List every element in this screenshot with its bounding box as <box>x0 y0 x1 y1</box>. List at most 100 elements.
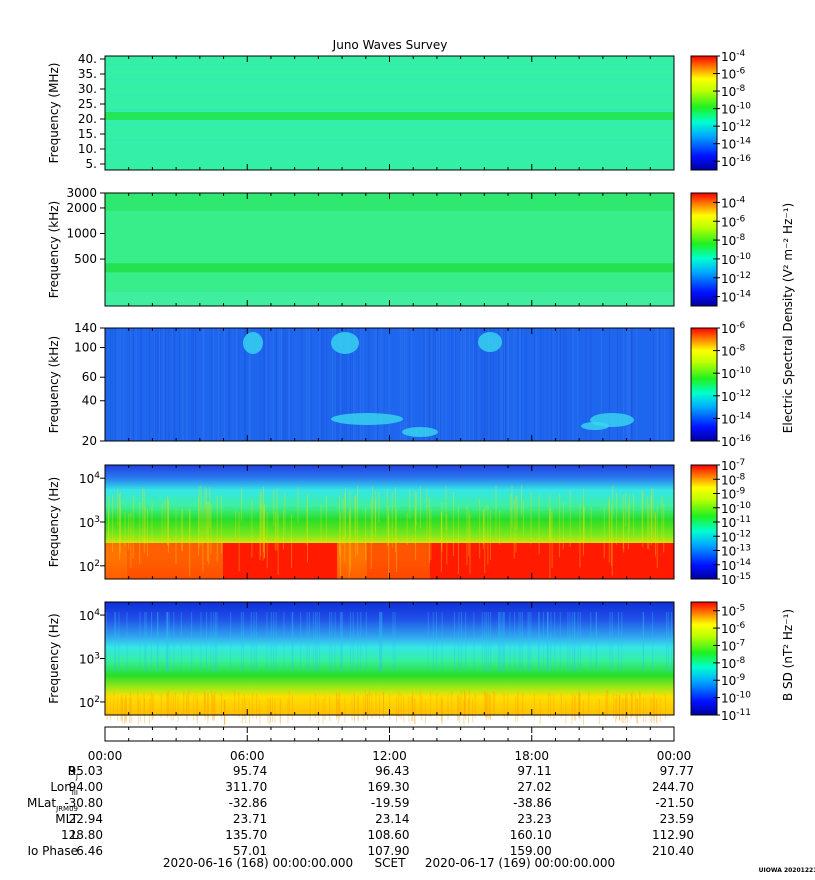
emission-streak <box>344 487 346 539</box>
emission-streak <box>116 696 118 722</box>
emission-streak <box>503 693 505 719</box>
ephemeris-value: 135.70 <box>225 828 267 842</box>
noise-streak <box>312 612 314 672</box>
emission-streak <box>441 699 443 725</box>
noise-streak <box>182 328 184 441</box>
emission-streak <box>642 491 644 548</box>
time-label: 18:00 <box>514 749 549 763</box>
emission-streak <box>430 508 432 561</box>
noise-streak <box>560 328 562 441</box>
noise-streak <box>379 612 381 672</box>
noise-streak <box>332 328 334 441</box>
y-tick-label: 20. <box>78 112 97 126</box>
noise-streak <box>306 328 308 441</box>
noise-streak <box>550 612 552 672</box>
hot-band <box>127 543 223 579</box>
noise-streak <box>642 612 644 672</box>
noise-streak <box>629 328 631 441</box>
noise-streak <box>270 612 272 672</box>
emission-streak <box>618 695 620 721</box>
noise-streak <box>110 328 112 441</box>
emission-streak <box>625 694 627 720</box>
emission-streak <box>306 506 308 546</box>
noise-streak <box>157 328 159 441</box>
emission-streak <box>314 693 316 719</box>
emission-streak <box>579 694 581 720</box>
noise-streak <box>595 612 597 672</box>
emission-streak <box>467 698 469 724</box>
ephemeris-value: 23.59 <box>660 812 694 826</box>
noise-streak <box>168 328 170 441</box>
ephemeris-value: 311.70 <box>225 780 267 794</box>
noise-streak <box>118 612 120 672</box>
noise-streak <box>114 328 116 441</box>
noise-streak <box>337 328 339 441</box>
emission-streak <box>419 690 421 716</box>
emission-streak <box>611 514 613 576</box>
noise-streak <box>484 612 486 672</box>
emission-streak <box>488 694 490 720</box>
emission-streak <box>583 488 585 556</box>
emission-streak <box>654 512 656 544</box>
noise-streak <box>429 328 431 441</box>
emission-streak <box>207 692 209 718</box>
colorbar-3: 10-6 10-8 10-10 10-12 10-14 10-16 <box>690 321 751 449</box>
noise-streak <box>352 612 354 672</box>
emission-streak <box>538 494 540 555</box>
emission-streak <box>119 491 121 542</box>
colorbar-gradient <box>690 601 718 716</box>
emission-streak <box>318 697 320 723</box>
emission-streak <box>151 502 153 544</box>
emission-streak <box>460 690 462 716</box>
noise-streak <box>473 328 475 441</box>
noise-streak <box>515 328 517 441</box>
emission-blob <box>402 427 438 437</box>
noise-streak <box>135 328 137 441</box>
noise-streak <box>342 328 344 441</box>
emission-streak <box>256 694 258 720</box>
spectrogram-stripe <box>105 139 674 141</box>
emission-streak <box>515 696 517 722</box>
noise-streak <box>255 612 257 672</box>
emission-streak <box>457 694 459 720</box>
noise-streak <box>454 612 456 672</box>
emission-streak <box>243 694 245 720</box>
emission-streak <box>186 693 188 719</box>
emission-streak <box>551 511 553 568</box>
noise-streak <box>172 328 174 441</box>
emission-streak <box>160 692 162 718</box>
emission-streak <box>426 488 428 539</box>
noise-streak <box>500 328 502 441</box>
noise-streak <box>266 612 268 672</box>
y-tick-label: 60 <box>82 370 97 384</box>
emission-streak <box>363 696 365 722</box>
y-tick-label: 104 <box>79 608 100 623</box>
emission-streak <box>309 696 311 722</box>
ephemeris-value: 128.80 <box>61 828 103 842</box>
ephemeris-value: 97.77 <box>660 764 694 778</box>
noise-streak <box>321 328 323 441</box>
emission-streak <box>453 491 455 556</box>
noise-streak <box>441 612 443 672</box>
noise-streak <box>559 328 561 441</box>
emission-streak <box>446 513 448 565</box>
colorbar-tick-label: 10-8 <box>721 344 746 359</box>
noise-streak <box>300 612 302 672</box>
noise-streak <box>112 328 114 441</box>
emission-streak <box>336 694 338 720</box>
emission-streak <box>214 691 216 717</box>
noise-streak <box>331 612 333 672</box>
noise-streak <box>228 328 230 441</box>
ephemeris-value: 108.60 <box>368 828 410 842</box>
colorbar-tick-label: 10-10 <box>721 366 751 381</box>
noise-streak <box>341 328 343 441</box>
emission-streak <box>625 493 627 527</box>
noise-streak <box>253 612 255 672</box>
noise-streak <box>517 328 519 441</box>
noise-streak <box>600 328 602 441</box>
noise-streak <box>278 328 280 441</box>
colorbar-tick-label: 10-8 <box>721 472 746 487</box>
emission-blob <box>581 422 609 430</box>
emission-streak <box>339 512 341 577</box>
noise-streak <box>216 612 218 672</box>
